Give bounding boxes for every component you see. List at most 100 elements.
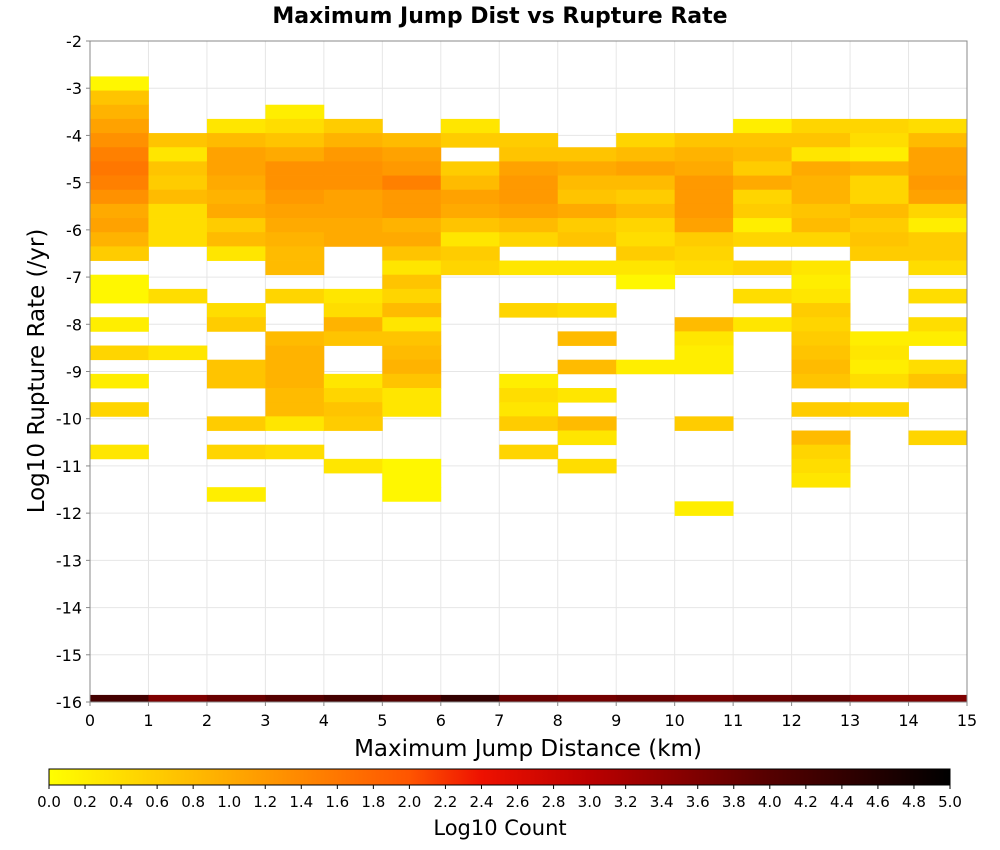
heatmap-cell	[791, 331, 851, 346]
heatmap-cell	[850, 345, 909, 361]
heatmap-cell	[616, 203, 676, 219]
heatmap-cell	[791, 359, 851, 375]
colorbar-tick-label: 3.0	[578, 793, 602, 811]
heatmap-cell	[791, 133, 851, 148]
heatmap-cell	[440, 203, 500, 219]
heatmap-cell	[908, 118, 968, 134]
heatmap-cell	[791, 161, 851, 176]
y-tick-label: -14	[56, 599, 82, 618]
heatmap-cell	[557, 388, 617, 403]
heatmap-cell	[908, 317, 968, 332]
heatmap-cell	[557, 161, 617, 176]
heatmap-cell	[382, 274, 442, 290]
heatmap-cell	[499, 416, 559, 431]
heatmap-cell	[90, 288, 149, 304]
heatmap-cell	[499, 218, 559, 233]
heatmap-cell	[850, 373, 909, 389]
heatmap-cell	[323, 147, 383, 162]
heatmap-cell	[499, 203, 559, 219]
heatmap-cell	[791, 118, 851, 134]
heatmap-cell	[206, 147, 266, 162]
colorbar-tick-label: 0.8	[181, 793, 205, 811]
heatmap-cell	[382, 203, 442, 219]
heatmap-cell	[323, 133, 383, 148]
heatmap-cell	[323, 203, 383, 219]
x-tick-label: 2	[202, 711, 212, 730]
heatmap-cell	[733, 147, 792, 162]
y-tick-label: -10	[56, 410, 82, 429]
colorbar-label: Log10 Count	[433, 816, 566, 840]
heatmap-cell	[323, 694, 383, 702]
heatmap-cell	[323, 161, 383, 176]
heatmap-cell	[674, 694, 734, 702]
colorbar-tick-label: 3.2	[614, 793, 638, 811]
heatmap-cell	[90, 203, 149, 219]
heatmap-cell	[148, 232, 208, 247]
heatmap-cell	[499, 303, 559, 318]
heatmap-cell	[791, 430, 851, 446]
heatmap-cell	[791, 402, 851, 417]
heatmap-cell	[382, 260, 442, 276]
heatmap-cell	[908, 359, 968, 375]
colorbar-tick-label: 1.8	[361, 793, 385, 811]
heatmap-cell	[616, 232, 676, 247]
heatmap-cell	[616, 218, 676, 233]
heatmap-cell	[265, 161, 325, 176]
heatmap-cell	[382, 147, 442, 162]
heatmap-cell	[90, 189, 149, 205]
x-tick-label: 10	[664, 711, 684, 730]
x-tick-label: 13	[840, 711, 860, 730]
heatmap-cell	[499, 373, 559, 389]
heatmap-cell	[791, 274, 851, 290]
heatmap-cell	[206, 232, 266, 247]
colorbar-tick-label: 4.8	[902, 793, 926, 811]
heatmap-cell	[557, 218, 617, 233]
heatmap-cell	[616, 359, 676, 375]
heatmap-cell	[382, 232, 442, 247]
x-tick-label: 9	[611, 711, 621, 730]
heatmap-cell	[557, 147, 617, 162]
x-tick-label: 12	[781, 711, 801, 730]
heatmap-cell	[265, 246, 325, 261]
heatmap-cell	[791, 147, 851, 162]
heatmap-cell	[791, 373, 851, 389]
heatmap-cell	[733, 118, 792, 134]
heatmap-cell	[148, 345, 208, 361]
heatmap-cell	[499, 175, 559, 191]
heatmap-cell	[674, 260, 734, 276]
heatmap-cell	[206, 175, 266, 191]
heatmap-cell	[440, 232, 500, 247]
heatmap-cell	[382, 246, 442, 261]
heatmap-cell	[791, 288, 851, 304]
heatmap-cell	[557, 359, 617, 375]
heatmap-cell	[674, 133, 734, 148]
heatmap-cell	[733, 161, 792, 176]
colorbar-tick-label: 3.6	[686, 793, 710, 811]
y-tick-label: -12	[56, 504, 82, 523]
heatmap-cell	[850, 402, 909, 417]
heatmap-cell	[265, 203, 325, 219]
heatmap-cell	[674, 359, 734, 375]
colorbar-tick-label: 0.4	[109, 793, 133, 811]
heatmap-cell	[265, 133, 325, 148]
heatmap-cell	[206, 487, 266, 502]
x-axis-ticks: 0 1 2 3 4 5 6 7 8 9 10 11 12 13 14 15	[85, 702, 977, 730]
x-tick-label: 1	[143, 711, 153, 730]
heatmap-cell	[440, 246, 500, 261]
heatmap-cell	[908, 203, 968, 219]
heatmap-cell	[323, 232, 383, 247]
heatmap-cell	[674, 345, 734, 361]
heatmap-cell	[90, 345, 149, 361]
heatmap-cell	[674, 203, 734, 219]
heatmap-cell	[265, 218, 325, 233]
heatmap-cell	[499, 402, 559, 417]
heatmap-cell	[90, 118, 149, 134]
heatmap-cell	[908, 694, 968, 702]
heatmap-cell	[499, 260, 559, 276]
heatmap-cell	[148, 288, 208, 304]
heatmap-cell	[557, 430, 617, 446]
heatmap-cell	[323, 118, 383, 134]
heatmap-cell	[499, 133, 559, 148]
heatmap-cell	[674, 317, 734, 332]
colorbar-tick-label: 4.2	[794, 793, 818, 811]
